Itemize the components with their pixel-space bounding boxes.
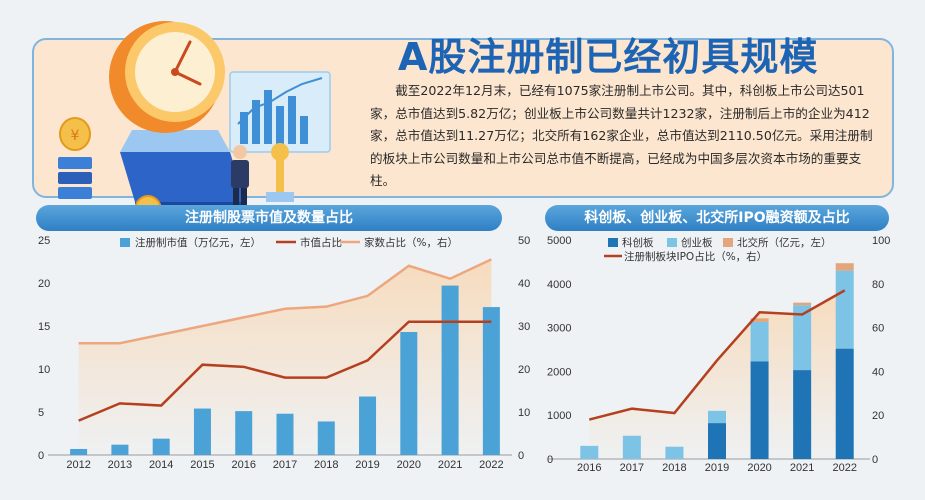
bar-market-cap bbox=[359, 396, 377, 455]
right-chart-title: 科创板、创业板、北交所IPO融资额及占比 bbox=[545, 205, 889, 231]
person-icon bbox=[231, 145, 249, 218]
left-y-tick-label: 10 bbox=[38, 364, 50, 376]
left-y-tick-label: 5 bbox=[38, 407, 44, 419]
x-tick-label: 2019 bbox=[705, 462, 729, 474]
right-y-tick-label: 40 bbox=[518, 278, 530, 290]
legend-label-count-share: 家数占比（%，右） bbox=[364, 236, 458, 249]
bar-star-market bbox=[793, 370, 812, 459]
line-ipo-share bbox=[588, 289, 846, 421]
left-y-tick-label: 2000 bbox=[547, 366, 571, 378]
intro-paragraph: 截至2022年12月末，已经有1075家注册制上市公司。其中，科创板上市公司达5… bbox=[370, 83, 873, 188]
x-tick-label: 2014 bbox=[149, 459, 173, 471]
x-tick-label: 2018 bbox=[314, 459, 338, 471]
line-cap-share bbox=[78, 320, 492, 422]
bar-chinext bbox=[622, 435, 641, 459]
legend-label-ipo-share: 注册制板块IPO占比（%，右） bbox=[624, 250, 767, 263]
right-y-tick-label: 20 bbox=[518, 364, 530, 376]
legend-label-market-cap: 注册制市值（万亿元，左） bbox=[135, 236, 261, 249]
page-title: A股注册制已经初具规模 bbox=[398, 35, 819, 79]
bar-star-market bbox=[750, 361, 769, 459]
left-y-tick-label: 1000 bbox=[547, 410, 571, 422]
key-icon bbox=[266, 143, 294, 202]
left-y-tick-label: 5000 bbox=[547, 235, 571, 247]
left-y-tick-label: 4000 bbox=[547, 279, 571, 291]
bar-market-cap bbox=[193, 408, 211, 455]
right-y-tick-label: 0 bbox=[872, 454, 878, 466]
left-y-tick-label: 20 bbox=[38, 278, 50, 290]
legend-swatch-market-cap bbox=[120, 238, 130, 247]
legend-label-bse: 北交所（亿元，左） bbox=[737, 236, 832, 249]
left-y-tick-label: 0 bbox=[38, 450, 44, 462]
bar-chinext bbox=[750, 321, 769, 362]
bar-chinext bbox=[835, 270, 854, 349]
right-y-tick-label: 30 bbox=[518, 321, 530, 333]
right-y-tick-label: 0 bbox=[518, 450, 524, 462]
left-y-tick-label: 0 bbox=[547, 454, 553, 466]
x-tick-label: 2021 bbox=[790, 462, 814, 474]
right-y-tick-label: 80 bbox=[872, 279, 884, 291]
legend-label-cap-share: 市值占比 bbox=[300, 236, 342, 249]
legend-swatch-chinext bbox=[667, 238, 677, 247]
legend-label-chinext: 创业板 bbox=[681, 236, 713, 249]
bar-market-cap bbox=[70, 448, 88, 455]
x-tick-label: 2021 bbox=[438, 459, 462, 471]
x-tick-label: 2017 bbox=[273, 459, 297, 471]
line-count-share bbox=[78, 258, 492, 345]
x-tick-label: 2020 bbox=[747, 462, 771, 474]
x-tick-label: 2013 bbox=[108, 459, 132, 471]
bar-market-cap bbox=[111, 444, 129, 455]
bar-chart-icon bbox=[229, 71, 331, 153]
bar-bse bbox=[835, 263, 854, 271]
bar-market-cap bbox=[482, 307, 500, 455]
left-y-tick-label: 25 bbox=[38, 235, 50, 247]
bar-star-market bbox=[708, 423, 726, 459]
clock-icon bbox=[109, 21, 225, 133]
coin-stack-icon bbox=[58, 157, 92, 199]
bar-bse bbox=[793, 302, 812, 306]
bar-market-cap bbox=[235, 411, 253, 455]
x-tick-label: 2017 bbox=[620, 462, 644, 474]
right-chart: 0 1000 2000 3000 4000 5000 0 20 40 60 80 100 2016 201… bbox=[547, 235, 890, 474]
left-chart-title: 注册制股票市值及数量占比 bbox=[36, 205, 502, 231]
bar-market-cap bbox=[152, 438, 170, 455]
right-y-tick-label: 20 bbox=[872, 410, 884, 422]
count-share-area bbox=[78, 259, 492, 455]
right-y-tick-label: 100 bbox=[872, 235, 890, 247]
legend-swatch-star bbox=[608, 238, 618, 247]
x-tick-label: 2012 bbox=[66, 459, 90, 471]
bar-bse bbox=[750, 318, 769, 322]
x-tick-label: 2020 bbox=[397, 459, 421, 471]
bar-market-cap bbox=[400, 332, 418, 455]
bar-market-cap bbox=[276, 413, 294, 455]
x-tick-label: 2016 bbox=[577, 462, 601, 474]
x-tick-label: 2022 bbox=[832, 462, 856, 474]
right-y-tick-label: 50 bbox=[518, 235, 530, 247]
x-tick-label: 2022 bbox=[479, 459, 503, 471]
bar-chinext bbox=[580, 445, 599, 459]
ipo-share-area bbox=[589, 290, 845, 459]
x-tick-label: 2016 bbox=[231, 459, 255, 471]
x-tick-label: 2015 bbox=[190, 459, 214, 471]
bar-star-market bbox=[835, 348, 854, 459]
left-chart: 0 5 10 15 20 25 0 10 20 30 40 50 2012 2013 2014 2015 201… bbox=[38, 235, 530, 471]
svg-text:¥: ¥ bbox=[71, 128, 80, 144]
right-y-tick-label: 60 bbox=[872, 323, 884, 335]
bar-chinext bbox=[708, 410, 726, 424]
right-y-tick-label: 10 bbox=[518, 407, 530, 419]
left-y-tick-label: 15 bbox=[38, 321, 50, 333]
coin-icon: ¥ bbox=[59, 117, 91, 151]
legend-label-star: 科创板 bbox=[622, 236, 654, 249]
bar-chinext bbox=[793, 305, 812, 371]
x-tick-label: 2018 bbox=[662, 462, 686, 474]
bar-market-cap bbox=[317, 421, 335, 455]
x-tick-label: 2019 bbox=[355, 459, 379, 471]
bar-chinext bbox=[665, 446, 684, 459]
bar-market-cap bbox=[441, 285, 459, 455]
left-y-tick-label: 3000 bbox=[547, 323, 571, 335]
right-y-tick-label: 40 bbox=[872, 366, 884, 378]
legend-swatch-bse bbox=[723, 238, 733, 247]
